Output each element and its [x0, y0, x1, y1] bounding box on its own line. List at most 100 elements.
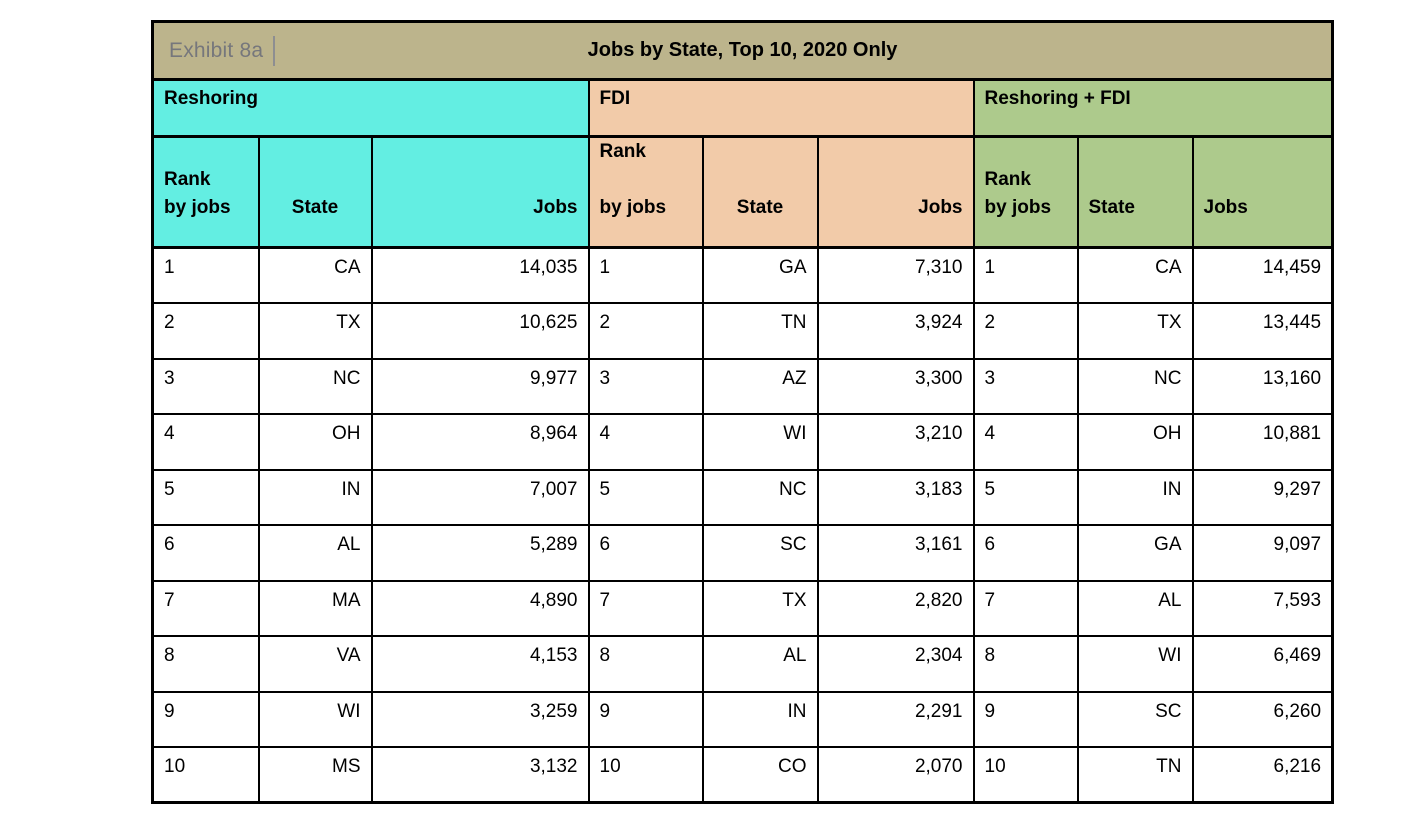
- table-row: 1 CA 14,035 1 GA 7,310 1 CA 14,459: [151, 246, 1334, 304]
- section-header-fdi: FDI: [587, 78, 975, 138]
- combined-state-cell: SC: [1076, 690, 1194, 748]
- combined-rank-cell: 5: [972, 468, 1079, 526]
- reshoring-rank-cell: 5: [151, 468, 260, 526]
- fdi-jobs-cell: 3,183: [816, 468, 975, 526]
- combined-jobs-cell: 6,260: [1191, 690, 1334, 748]
- fdi-jobs-cell: 3,210: [816, 413, 975, 471]
- reshoring-jobs-cell: 14,035: [370, 246, 590, 304]
- colheader-combined-jobs: Jobs: [1191, 135, 1334, 249]
- fdi-rank-cell: 5: [587, 468, 704, 526]
- combined-jobs-cell: 10,881: [1191, 413, 1334, 471]
- fdi-rank-cell: 8: [587, 635, 704, 693]
- colheader-rank-line2: by jobs: [984, 197, 1052, 218]
- combined-state-cell: TN: [1076, 746, 1194, 804]
- reshoring-jobs-cell: 10,625: [370, 302, 590, 360]
- reshoring-rank-cell: 7: [151, 579, 260, 637]
- reshoring-jobs-cell: 7,007: [370, 468, 590, 526]
- reshoring-jobs-cell: 3,132: [370, 746, 590, 804]
- combined-jobs-cell: 9,297: [1191, 468, 1334, 526]
- fdi-jobs-cell: 2,291: [816, 690, 975, 748]
- reshoring-state-cell: TX: [257, 302, 373, 360]
- fdi-state-cell: AL: [701, 635, 819, 693]
- reshoring-state-cell: NC: [257, 357, 373, 415]
- fdi-state-cell: GA: [701, 246, 819, 304]
- combined-state-cell: AL: [1076, 579, 1194, 637]
- reshoring-state-cell: MS: [257, 746, 373, 804]
- section-header-combined: Reshoring + FDI: [972, 78, 1334, 138]
- reshoring-rank-cell: 2: [151, 302, 260, 360]
- exhibit-container: Exhibit 8a Jobs by State, Top 10, 2020 O…: [151, 20, 1335, 804]
- reshoring-state-cell: IN: [257, 468, 373, 526]
- reshoring-jobs-cell: 4,153: [370, 635, 590, 693]
- reshoring-rank-cell: 8: [151, 635, 260, 693]
- combined-jobs-cell: 14,459: [1191, 246, 1334, 304]
- fdi-rank-cell: 2: [587, 302, 704, 360]
- exhibit-divider: [273, 35, 276, 66]
- exhibit-label-group: Exhibit 8a: [169, 24, 276, 77]
- colheader-fdi-rank: Rank by jobs: [587, 135, 704, 249]
- fdi-rank-cell: 7: [587, 579, 704, 637]
- fdi-state-cell: WI: [701, 413, 819, 471]
- colheader-reshoring-state: State: [257, 135, 373, 249]
- colheader-fdi-state: State: [701, 135, 819, 249]
- fdi-rank-cell: 1: [587, 246, 704, 304]
- table-row: 6 AL 5,289 6 SC 3,161 6 GA 9,097: [151, 524, 1334, 582]
- jobs-by-state-table: Exhibit 8a Jobs by State, Top 10, 2020 O…: [151, 20, 1335, 804]
- colheader-fdi-jobs: Jobs: [816, 135, 975, 249]
- combined-state-cell: WI: [1076, 635, 1194, 693]
- fdi-rank-cell: 6: [587, 524, 704, 582]
- reshoring-jobs-cell: 4,890: [370, 579, 590, 637]
- reshoring-state-cell: MA: [257, 579, 373, 637]
- fdi-state-cell: CO: [701, 746, 819, 804]
- reshoring-jobs-cell: 3,259: [370, 690, 590, 748]
- colheader-rank-line2: by jobs: [164, 197, 231, 218]
- combined-state-cell: OH: [1076, 413, 1194, 471]
- reshoring-state-cell: OH: [257, 413, 373, 471]
- colheader-rank-line1: Rank: [164, 169, 211, 190]
- reshoring-rank-cell: 9: [151, 690, 260, 748]
- colheader-rank-line1: Rank: [599, 141, 646, 162]
- reshoring-rank-cell: 6: [151, 524, 260, 582]
- reshoring-rank-cell: 4: [151, 413, 260, 471]
- reshoring-rank-cell: 10: [151, 746, 260, 804]
- table-row: 3 NC 9,977 3 AZ 3,300 3 NC 13,160: [151, 357, 1334, 415]
- combined-rank-cell: 4: [972, 413, 1079, 471]
- table-row: 4 OH 8,964 4 WI 3,210 4 OH 10,881: [151, 413, 1334, 471]
- page-title: Jobs by State, Top 10, 2020 Only: [587, 39, 898, 61]
- colheader-rank-gap: [600, 166, 692, 194]
- combined-jobs-cell: 7,593: [1191, 579, 1334, 637]
- table-row: 7 MA 4,890 7 TX 2,820 7 AL 7,593: [151, 579, 1334, 637]
- table-row: 2 TX 10,625 2 TN 3,924 2 TX 13,445: [151, 302, 1334, 360]
- combined-rank-cell: 7: [972, 579, 1079, 637]
- fdi-state-cell: TN: [701, 302, 819, 360]
- combined-state-cell: CA: [1076, 246, 1194, 304]
- combined-rank-cell: 8: [972, 635, 1079, 693]
- exhibit-label: Exhibit 8a: [169, 38, 264, 62]
- combined-jobs-cell: 6,216: [1191, 746, 1334, 804]
- fdi-jobs-cell: 2,820: [816, 579, 975, 637]
- fdi-rank-cell: 3: [587, 357, 704, 415]
- combined-jobs-cell: 13,445: [1191, 302, 1334, 360]
- combined-state-cell: GA: [1076, 524, 1194, 582]
- combined-rank-cell: 10: [972, 746, 1079, 804]
- section-header-row: Reshoring FDI Reshoring + FDI: [151, 78, 1334, 138]
- combined-state-cell: NC: [1076, 357, 1194, 415]
- fdi-rank-cell: 9: [587, 690, 704, 748]
- reshoring-jobs-cell: 5,289: [370, 524, 590, 582]
- fdi-state-cell: TX: [701, 579, 819, 637]
- colheader-combined-rank: Rank by jobs: [972, 135, 1079, 249]
- reshoring-rank-cell: 3: [151, 357, 260, 415]
- table-row: 10 MS 3,132 10 CO 2,070 10 TN 6,216: [151, 746, 1334, 804]
- fdi-state-cell: NC: [701, 468, 819, 526]
- colheader-rank-line2: by jobs: [599, 197, 667, 218]
- reshoring-state-cell: VA: [257, 635, 373, 693]
- combined-rank-cell: 9: [972, 690, 1079, 748]
- fdi-state-cell: IN: [701, 690, 819, 748]
- fdi-jobs-cell: 7,310: [816, 246, 975, 304]
- combined-rank-cell: 2: [972, 302, 1079, 360]
- title-row: Exhibit 8a Jobs by State, Top 10, 2020 O…: [151, 20, 1334, 81]
- combined-rank-cell: 3: [972, 357, 1079, 415]
- fdi-rank-cell: 10: [587, 746, 704, 804]
- fdi-state-cell: AZ: [701, 357, 819, 415]
- reshoring-jobs-cell: 8,964: [370, 413, 590, 471]
